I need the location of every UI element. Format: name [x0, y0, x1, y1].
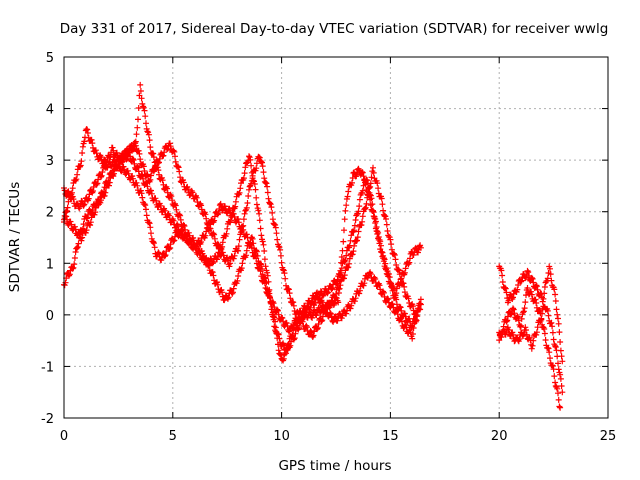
series-6 [496, 285, 564, 411]
y-tick-label: 1 [46, 257, 54, 272]
x-tick-label: 15 [382, 429, 399, 444]
x-tick-label: 0 [60, 429, 68, 444]
chart-title: Day 331 of 2017, Sidereal Day-to-day VTE… [60, 21, 609, 37]
series-markers [496, 303, 566, 396]
data-points [61, 81, 566, 411]
y-axis-ticks: -2 -1 0 1 2 3 4 5 [41, 51, 608, 427]
plot-frame [63, 56, 609, 419]
series-5 [496, 263, 566, 365]
y-tick-label: -2 [41, 412, 54, 427]
x-axis-ticks: 0 5 10 15 20 25 [60, 57, 616, 444]
y-tick-label: 0 [46, 309, 54, 324]
x-axis-label: GPS time / hours [278, 458, 391, 474]
x-tick-label: 10 [273, 429, 290, 444]
x-tick-label: 25 [600, 429, 617, 444]
y-axis-label: SDTVAR / TECUs [7, 182, 23, 292]
series-7 [496, 303, 566, 396]
series-markers [496, 285, 564, 411]
x-tick-label: 5 [169, 429, 177, 444]
y-tick-label: -1 [41, 360, 54, 375]
series-markers [496, 263, 566, 365]
x-tick-label: 20 [491, 429, 508, 444]
y-tick-label: 4 [46, 103, 54, 118]
y-tick-label: 5 [46, 51, 54, 66]
y-tick-label: 3 [46, 154, 54, 169]
y-tick-label: 2 [46, 206, 54, 221]
